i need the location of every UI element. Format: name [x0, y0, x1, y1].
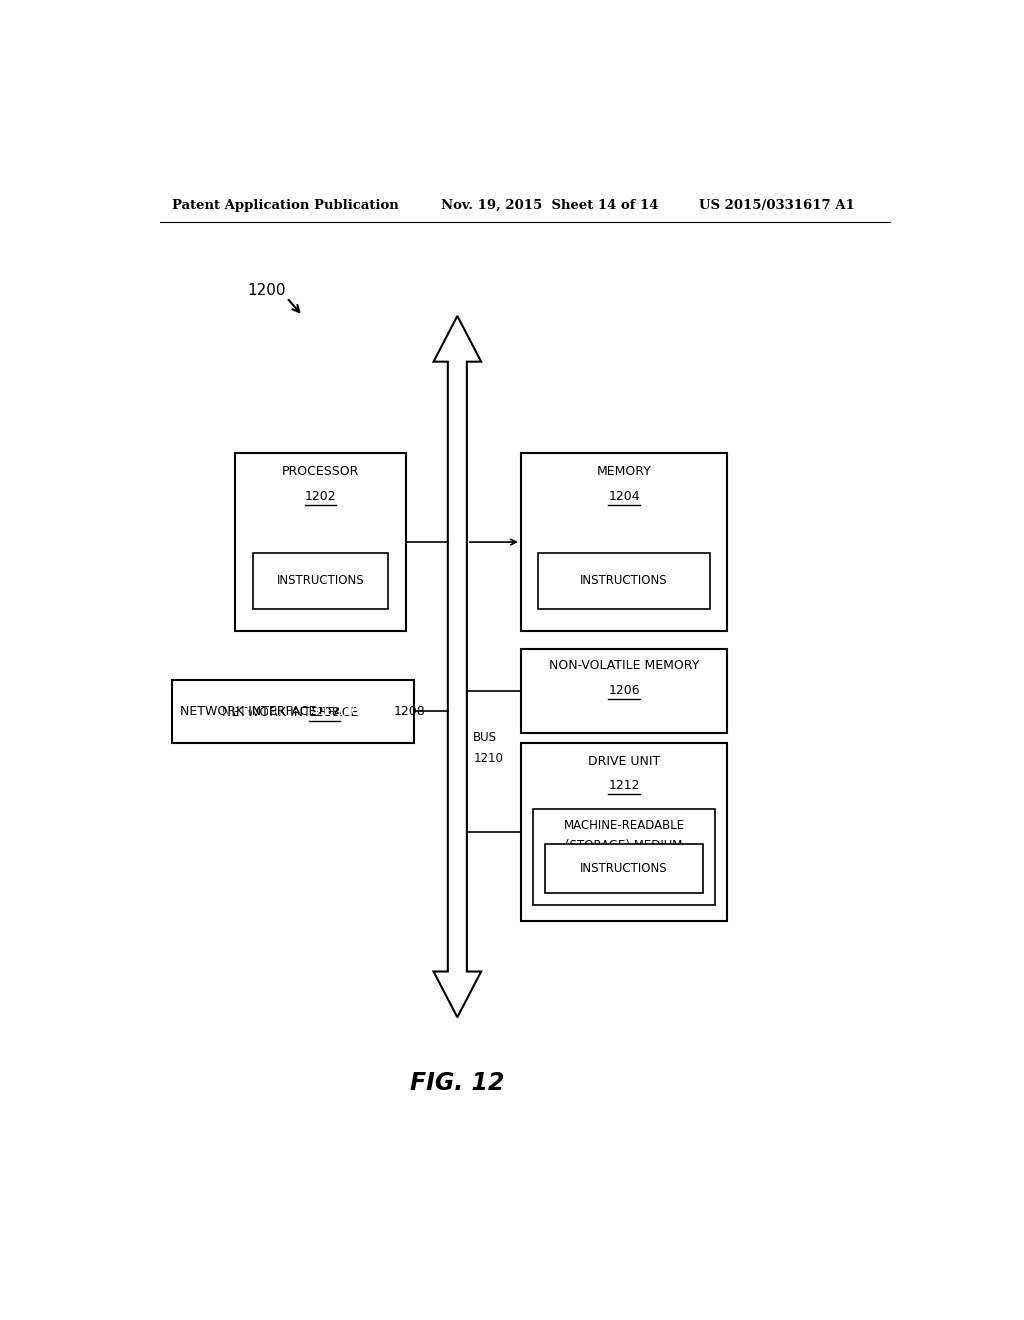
- Text: 1204: 1204: [608, 490, 640, 503]
- Text: 1200: 1200: [248, 282, 286, 298]
- Bar: [532, 809, 716, 906]
- Bar: [236, 453, 406, 631]
- Text: INSTRUCTIONS: INSTRUCTIONS: [581, 862, 668, 875]
- Text: 1208: 1208: [308, 706, 340, 719]
- Text: 1206: 1206: [608, 684, 640, 697]
- Text: FIG. 12: FIG. 12: [410, 1072, 505, 1096]
- Text: INSTRUCTIONS: INSTRUCTIONS: [276, 574, 365, 587]
- Text: MEMORY: MEMORY: [597, 466, 651, 478]
- Text: US 2015/0331617 A1: US 2015/0331617 A1: [699, 198, 855, 211]
- Text: NETWORK INTERFACE: NETWORK INTERFACE: [179, 705, 319, 718]
- Bar: [545, 845, 703, 894]
- Bar: [521, 649, 727, 733]
- Text: DRIVE UNIT: DRIVE UNIT: [588, 755, 660, 768]
- Bar: [253, 553, 388, 609]
- Text: Nov. 19, 2015  Sheet 14 of 14: Nov. 19, 2015 Sheet 14 of 14: [441, 198, 659, 211]
- Bar: [539, 553, 710, 609]
- Text: Patent Application Publication: Patent Application Publication: [172, 198, 398, 211]
- Bar: [172, 680, 414, 743]
- Text: MACHINE-READABLE: MACHINE-READABLE: [563, 818, 685, 832]
- Text: PROCESSOR: PROCESSOR: [282, 466, 359, 478]
- Bar: [521, 743, 727, 921]
- Polygon shape: [433, 315, 481, 1018]
- Text: INSTRUCTIONS: INSTRUCTIONS: [581, 574, 668, 587]
- Text: NON-VOLATILE MEMORY: NON-VOLATILE MEMORY: [549, 660, 699, 672]
- Text: NETWORK INTERFACE: NETWORK INTERFACE: [222, 706, 362, 719]
- Text: 1202: 1202: [304, 490, 336, 503]
- Text: NETWORK INTERFACE 1208: NETWORK INTERFACE 1208: [195, 705, 367, 718]
- Text: 1208: 1208: [394, 705, 426, 718]
- Text: BUS: BUS: [473, 731, 498, 744]
- Text: 1212: 1212: [608, 779, 640, 792]
- Text: 1210: 1210: [473, 751, 503, 764]
- Text: (STORAGE) MEDIUM: (STORAGE) MEDIUM: [565, 840, 683, 853]
- Bar: [521, 453, 727, 631]
